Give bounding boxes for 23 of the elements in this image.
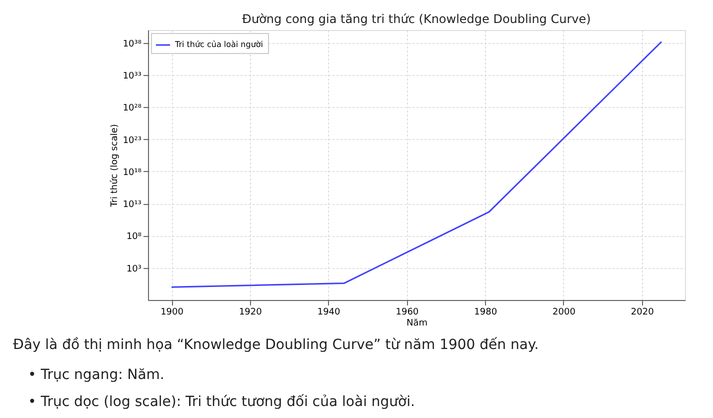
y-tick-label: 10³³ bbox=[122, 72, 142, 82]
x-tick-label: 2000 bbox=[552, 308, 576, 318]
text: • Trục dọc (log scale): Tri thức tương đối của loài người. bbox=[28, 394, 415, 410]
x-axis-title: Năm bbox=[406, 318, 428, 328]
y-tick-label: 10³⁸ bbox=[122, 39, 142, 50]
y-tick-label: 10³ bbox=[126, 264, 142, 274]
x-tick-label: 1960 bbox=[396, 308, 419, 318]
line-series bbox=[170, 40, 662, 288]
text: • Trục ngang: Năm. bbox=[28, 367, 164, 383]
x-tick-label: 1940 bbox=[317, 308, 341, 318]
legend-label: Tri thức của loài người bbox=[174, 40, 264, 49]
y-axis-title: Tri thức (log scale) bbox=[108, 124, 120, 208]
x-tick-label: 1980 bbox=[474, 308, 498, 318]
text: Đây là đồ thị minh họa “Knowledge Doubling Curve” từ năm 1900 đến nay. bbox=[13, 337, 539, 353]
x-tick-label: 1900 bbox=[160, 308, 184, 318]
x-tick-label: 2020 bbox=[630, 308, 654, 318]
y-tick-label: 10²³ bbox=[122, 136, 142, 146]
y-tick-label: 10²⁸ bbox=[122, 104, 142, 114]
x-tick-label: 1920 bbox=[238, 308, 262, 318]
y-tick-label: 10¹³ bbox=[122, 200, 142, 210]
y-tick-label: 10⁸ bbox=[126, 232, 142, 242]
y-tick-label: 10¹⁸ bbox=[122, 168, 142, 178]
chart-title: Đường cong gia tăng tri thức (Knowledge Doubling Curve) bbox=[242, 12, 591, 26]
